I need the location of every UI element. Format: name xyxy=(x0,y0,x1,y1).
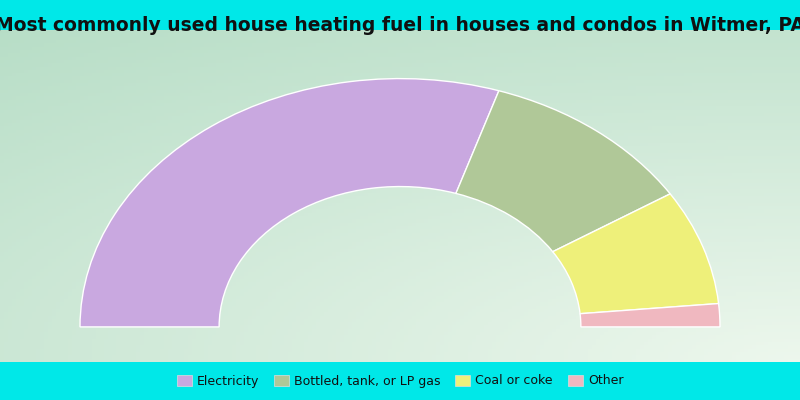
Wedge shape xyxy=(553,194,718,314)
Text: Most commonly used house heating fuel in houses and condos in Witmer, PA: Most commonly used house heating fuel in… xyxy=(0,16,800,35)
Wedge shape xyxy=(456,91,670,252)
Wedge shape xyxy=(80,78,499,327)
Legend: Electricity, Bottled, tank, or LP gas, Coal or coke, Other: Electricity, Bottled, tank, or LP gas, C… xyxy=(171,370,629,392)
Wedge shape xyxy=(580,304,720,327)
